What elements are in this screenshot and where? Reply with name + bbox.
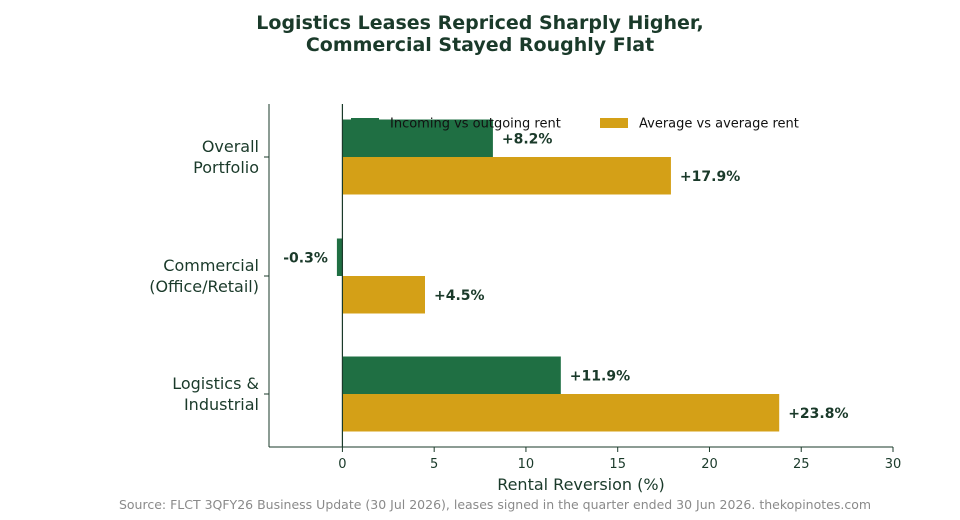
bar-average [342, 394, 780, 432]
x-tick-label: 15 [609, 457, 626, 472]
x-tick-label: 30 [885, 457, 902, 472]
legend-label: Average vs average rent [639, 117, 799, 132]
bar-incoming [342, 356, 561, 394]
bar-average [342, 157, 671, 195]
legend-swatch [351, 118, 379, 128]
data-label: +8.2% [502, 131, 553, 147]
source-note: Source: FLCT 3QFY26 Business Update (30 … [118, 497, 872, 512]
chart-title: Logistics Leases Repriced Sharply Higher… [256, 12, 704, 56]
x-tick-label: 5 [430, 457, 438, 472]
x-tick-label: 25 [793, 457, 810, 472]
x-tick-label: 10 [518, 457, 535, 472]
data-label: +4.5% [434, 288, 485, 304]
x-axis-label: Rental Reversion (%) [497, 475, 665, 494]
x-tick-label: 20 [701, 457, 718, 472]
category-label: Commercial (Office/Retail) [149, 256, 259, 296]
data-label: +11.9% [570, 368, 630, 384]
bar-average [342, 276, 425, 314]
data-label: -0.3% [283, 250, 328, 266]
data-label: +17.9% [680, 169, 740, 185]
x-tick-label: 0 [338, 457, 346, 472]
bar-incoming [336, 238, 343, 276]
legend-swatch [600, 118, 628, 128]
category-label: Logistics & Industrial [172, 374, 259, 414]
category-label: Overall Portfolio [193, 137, 259, 177]
data-label: +23.8% [788, 406, 848, 422]
legend-label: Incoming vs outgoing rent [390, 117, 561, 132]
